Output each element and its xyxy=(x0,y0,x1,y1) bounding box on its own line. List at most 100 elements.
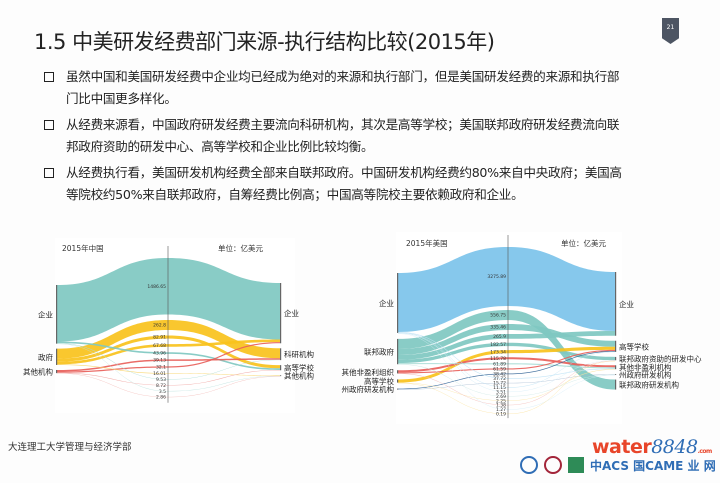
bullet-item: 从经费来源看，中国政府研发经费主要流向科研机构，其次是高等学校；美国联邦政府研发… xyxy=(40,114,700,158)
sankey-flow xyxy=(398,349,615,374)
hollow-square-bullet-icon xyxy=(44,120,54,130)
flow-value-label: 265.9 xyxy=(493,334,506,340)
flow-value-label: 0.19 xyxy=(496,411,506,417)
target-node-label: 科研机构 xyxy=(284,349,314,359)
target-node-label: 高等学校 xyxy=(619,341,649,351)
page-title: 1.5 中美研发经费部门来源-执行结构比较(2015年) xyxy=(34,30,495,54)
flow-value-label: 61.59 xyxy=(493,367,506,373)
target-node-label: 企业 xyxy=(284,308,299,318)
sankey-chart-usa: 2015年美国 单位：亿美元 3275.89 556.75 335.46 265.9 182… xyxy=(342,232,702,424)
sankey-flow xyxy=(57,342,280,373)
target-node xyxy=(615,374,617,376)
target-node xyxy=(615,379,617,390)
bullet-line: 邦政府资助的研发中心、高等学校和企业比例比较均衡。 xyxy=(66,139,374,154)
sankey-flow xyxy=(398,309,615,390)
source-node-label: 高等学校 xyxy=(364,376,394,386)
source-node xyxy=(397,338,399,365)
flow-value-label: 8.72 xyxy=(156,383,166,389)
target-node xyxy=(280,365,282,371)
flow-value-label: 39.13 xyxy=(153,358,166,364)
source-node xyxy=(397,273,399,333)
sankey-flow xyxy=(57,335,280,369)
sankey-flow xyxy=(398,346,615,383)
chart-unit-label: 单位：亿美元 xyxy=(218,243,263,253)
sankey-flow xyxy=(57,358,280,372)
flow-value-label: 3.5 xyxy=(159,389,166,395)
sankey-flow xyxy=(398,330,615,360)
flow-value-label: 556.75 xyxy=(490,313,506,319)
logo-part: 8848 xyxy=(651,436,698,458)
target-node-label: 其他非盈利机构 xyxy=(619,362,672,372)
water8848-logo: water8848.com xyxy=(592,436,712,458)
flow-value-label: 3275.89 xyxy=(487,274,506,280)
source-node xyxy=(397,379,399,383)
source-node xyxy=(397,370,399,374)
flow-value-label: 1.27 xyxy=(496,407,506,413)
accreditation-text: 中ACS 国CAME 业 网 xyxy=(590,458,716,473)
flow-value-label: 262.8 xyxy=(153,323,166,329)
accreditation-logo-icon xyxy=(568,457,584,473)
source-node-label: 企业 xyxy=(38,309,53,319)
flow-value-label: 2.86 xyxy=(156,395,166,401)
flow-value-label: 61.89 xyxy=(493,361,506,367)
flow-value-label: 3.51 xyxy=(496,389,506,395)
flow-value-label: 43.96 xyxy=(153,351,166,357)
target-node xyxy=(280,348,282,361)
source-node-label: 州政府研发机构 xyxy=(342,384,395,394)
target-node-label: 企业 xyxy=(619,299,634,309)
chart-title: 2015年中国 xyxy=(62,243,104,253)
logo-part: water xyxy=(592,436,652,458)
flow-value-label: 1486.65 xyxy=(147,284,166,290)
page-number-badge: 21 xyxy=(662,18,679,44)
sankey-flow xyxy=(57,258,280,342)
university-seal-icon xyxy=(520,456,538,474)
sankey-flow xyxy=(57,319,280,359)
target-node-label: 联邦政府资助的研发中心 xyxy=(619,354,702,364)
sankey-flow xyxy=(57,364,280,376)
footer-institution: 大连理工大学管理与经济学部 xyxy=(8,442,132,453)
source-node-label: 企业 xyxy=(379,298,394,308)
sankey-flow xyxy=(398,323,615,355)
hollow-square-bullet-icon xyxy=(44,72,54,82)
flow-value-label: 32.1 xyxy=(156,365,166,371)
partner-logos: 中ACS 国CAME 业 网 xyxy=(520,456,716,474)
sankey-flow xyxy=(398,357,615,373)
flow-value-label: 16.01 xyxy=(153,371,166,377)
source-node-label: 联邦政府 xyxy=(364,347,394,357)
target-node-label: 高等学校 xyxy=(284,363,314,373)
sankey-flow xyxy=(57,339,280,365)
source-node xyxy=(397,388,399,390)
sankey-flow xyxy=(398,360,615,406)
flow-value-label: 37.72 xyxy=(493,376,506,382)
flow-value-label: 9.53 xyxy=(156,377,166,383)
flow-value-label: 1.38 xyxy=(496,403,506,409)
chart-unit-label: 单位：亿美元 xyxy=(561,238,606,248)
flow-value-label: 82.91 xyxy=(153,335,166,341)
bullet-line: 等院校约50%来自联邦政府，自筹经费比例高；中国高等院校主要依赖政府和企业。 xyxy=(66,187,524,202)
bullet-item: 从经费执行看，美国研发机构经费全部来自联邦政府。中国研发机构经费约80%来自中央… xyxy=(40,162,700,206)
sankey-flow xyxy=(398,247,615,332)
source-node xyxy=(56,285,58,344)
bullet-line: 从经费执行看，美国研发机构经费全部来自联邦政府。中国研发机构经费约80%来自中央… xyxy=(66,165,622,180)
target-node xyxy=(280,283,282,344)
bullet-line: 门比中国更多样化。 xyxy=(66,91,177,106)
target-node-label: 其他机构 xyxy=(284,371,314,381)
bullet-item: 虽然中国和美国研发经费中企业均已经成为绝对的来源和执行部门，但是美国研发经费的来… xyxy=(40,66,700,110)
bullet-list: 虽然中国和美国研发经费中企业均已经成为绝对的来源和执行部门，但是美国研发经费的来… xyxy=(40,66,700,210)
source-node xyxy=(56,369,58,374)
flow-value-label: 173.34 xyxy=(490,349,506,355)
sankey-flow xyxy=(398,342,615,364)
flow-value-label: 2.25 xyxy=(496,398,506,404)
flow-value-label: 182.57 xyxy=(490,342,506,348)
target-node xyxy=(615,365,617,370)
flow-value-label: 15.72 xyxy=(493,381,506,387)
flow-value-label: 67.68 xyxy=(153,343,166,349)
flow-value-label: 2.69 xyxy=(496,394,506,400)
source-node xyxy=(56,348,58,365)
source-node-label: 其他机构 xyxy=(23,367,53,377)
target-node xyxy=(615,272,617,336)
school-seal-icon xyxy=(544,456,562,474)
sankey-chart-china: 2015年中国 单位：亿美元 1486.65 262.8 82.91 67.68 43.96… xyxy=(23,238,314,413)
chart-title: 2015年美国 xyxy=(406,238,448,248)
